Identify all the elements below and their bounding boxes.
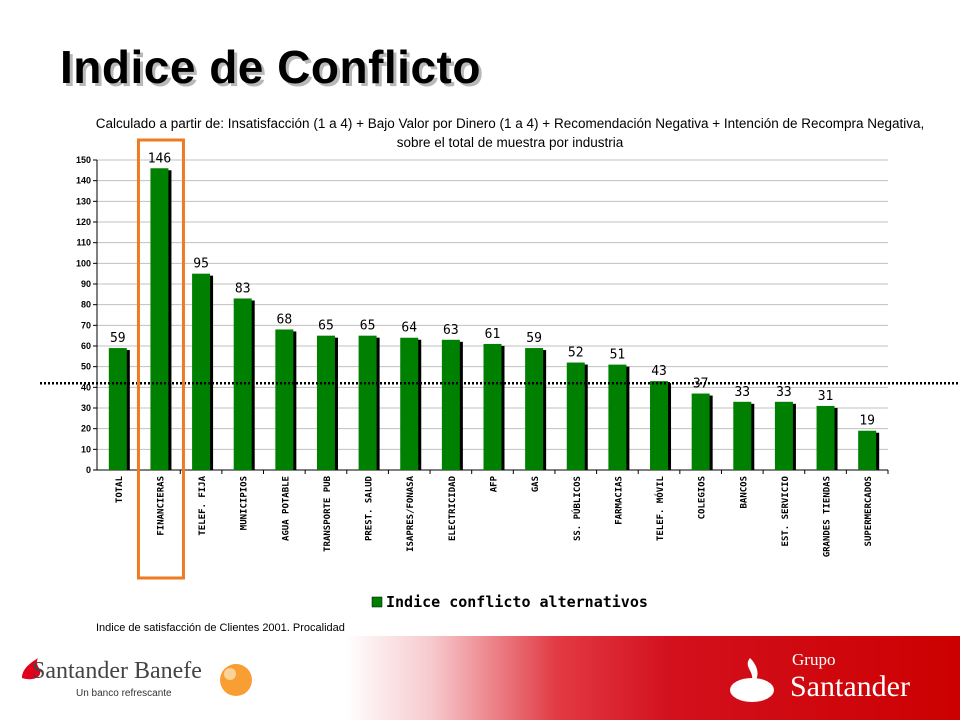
data-label: 59 [526, 331, 542, 346]
subtitle-line-2: sobre el total de muestra por industria [396, 135, 624, 150]
category-label: AGUA POTABLE [281, 476, 291, 541]
bar-chart: 0 10 20 30 40 50 60 70 80 90 100 110 120 130 140 150 59 T… [40, 138, 960, 611]
y-tick-label: 30 [81, 403, 91, 413]
banefe-brand-name: Santander Banefe [32, 658, 202, 684]
y-tick-label: 150 [76, 155, 91, 165]
bar [525, 348, 544, 470]
category-label: ISAPRES/FONASA [406, 475, 416, 551]
category-label: TOTAL [115, 475, 125, 503]
category-label: TRANSPORTE PUB [323, 475, 333, 551]
santander-flame-icon [730, 658, 774, 702]
data-label: 51 [610, 348, 626, 363]
bar [108, 348, 127, 470]
category-label: SUPERMERCADOS [864, 476, 874, 546]
santander-brand-name: Santander [790, 670, 910, 703]
data-label: 95 [193, 257, 209, 272]
category-label: TELEF. FIJA [198, 475, 208, 535]
data-label: 68 [277, 312, 293, 327]
footer-gradient [0, 636, 960, 720]
y-tick-label: 60 [81, 341, 91, 351]
bar [316, 335, 335, 470]
data-label: 43 [651, 364, 667, 379]
data-label: 65 [318, 319, 334, 334]
flame-icon [22, 658, 41, 680]
category-label: GRANDES TIENDAS [823, 476, 833, 557]
bar [608, 364, 627, 470]
highlight-box [136, 138, 185, 580]
y-tick-label: 140 [76, 176, 91, 186]
category-label: EST. SERVICIO [781, 475, 791, 546]
data-label: 63 [443, 323, 459, 338]
category-label: FARMACIAS [614, 476, 624, 525]
data-label: 64 [401, 321, 417, 336]
category-label: SS. PÚBLICOS [571, 476, 583, 541]
bar [275, 329, 294, 470]
category-label: MUNICIPIOS [240, 476, 250, 530]
y-tick-label: 110 [76, 238, 91, 248]
bar [150, 168, 169, 470]
y-tick-label: 0 [86, 465, 91, 475]
footer: Santander Banefe Un banco refrescante Gr… [0, 636, 960, 720]
bar [358, 335, 377, 470]
data-label: 33 [776, 385, 792, 400]
data-label: 33 [734, 385, 750, 400]
category-label: COLEGIOS [698, 476, 708, 519]
data-label: 19 [859, 414, 875, 429]
category-label: BANCOS [739, 476, 749, 509]
y-tick-label: 130 [76, 196, 91, 206]
legend-label: Indice conflicto alternativos [386, 593, 648, 611]
bar [858, 430, 877, 470]
y-tick-label: 80 [81, 300, 91, 310]
data-label: 59 [110, 331, 126, 346]
y-tick-label: 40 [81, 382, 91, 392]
bar [483, 343, 502, 470]
source-note: Indice de satisfacción de Clientes 2001.… [96, 622, 345, 634]
bar [233, 298, 252, 470]
bar [774, 401, 793, 470]
bar [691, 393, 710, 470]
category-label: GAS [531, 476, 541, 492]
legend-swatch [371, 596, 383, 608]
y-tick-label: 120 [76, 217, 91, 227]
y-tick-label: 20 [81, 424, 91, 434]
data-label: 52 [568, 346, 584, 361]
subtitle-line-1: Calculado a partir de: Insatisfacción (1… [95, 116, 925, 131]
data-label: 83 [235, 281, 251, 296]
banefe-logo [22, 658, 252, 696]
data-label: 146 [148, 151, 171, 166]
data-label: 61 [485, 327, 501, 342]
chart-subtitle: Calculado a partir de: Insatisfacción (1… [70, 114, 950, 152]
category-label: TELEF. MÓVIL [654, 475, 666, 541]
banefe-tagline: Un banco refrescante [76, 688, 172, 699]
bar [816, 405, 835, 470]
y-tick-label: 100 [76, 258, 91, 268]
bar [733, 401, 752, 470]
bar [441, 339, 460, 470]
orange-sphere-icon [220, 664, 252, 696]
y-tick-label: 90 [81, 279, 91, 289]
y-tick-label: 70 [81, 320, 91, 330]
bar [650, 381, 669, 470]
bar [192, 273, 211, 470]
page-title: Indice de Conflicto [60, 41, 481, 93]
data-label: 31 [818, 389, 834, 404]
data-label: 65 [360, 319, 376, 334]
grupo-label: Grupo [792, 650, 836, 669]
category-label: PREST. SALUD [365, 475, 375, 541]
y-tick-label: 50 [81, 362, 91, 372]
bar [400, 337, 419, 470]
category-label: FINANCIERAS [156, 476, 166, 536]
category-label: AFP [490, 475, 500, 492]
category-label: ELECTRICIDAD [448, 475, 458, 541]
y-tick-label: 10 [81, 444, 91, 454]
bar [566, 362, 585, 470]
